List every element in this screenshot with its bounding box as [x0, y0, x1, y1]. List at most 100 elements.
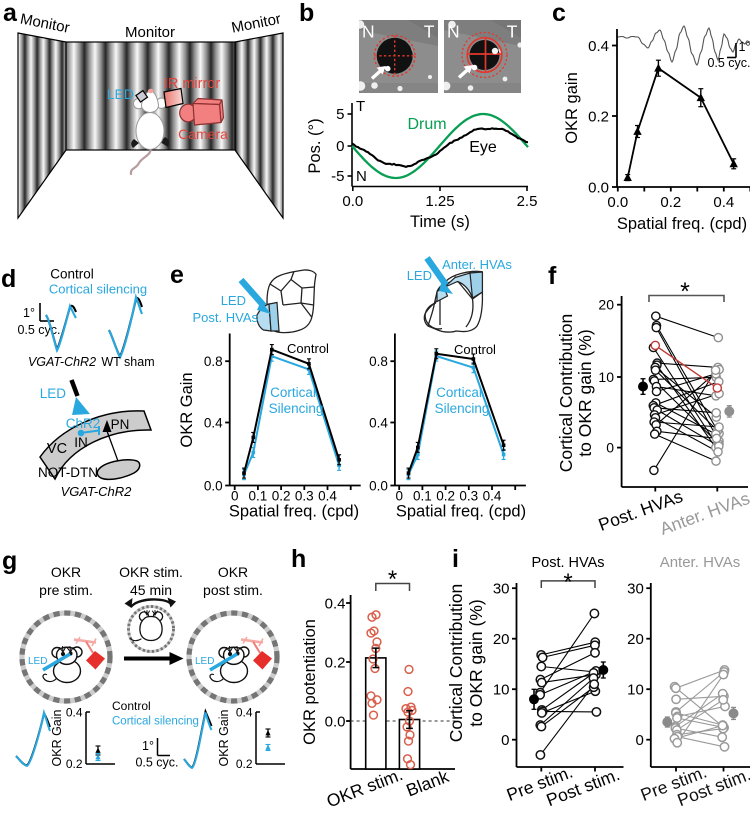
- svg-text:Post. HVAs: Post. HVAs: [192, 310, 258, 325]
- svg-text:N: N: [362, 22, 375, 42]
- svg-text:10: 10: [598, 369, 614, 385]
- svg-text:VGAT-ChR2: VGAT-ChR2: [61, 484, 133, 499]
- svg-text:Control: Control: [454, 342, 496, 357]
- svg-text:Post. HVAs: Post. HVAs: [531, 555, 604, 571]
- svg-text:0.2: 0.2: [272, 489, 291, 504]
- svg-text:0: 0: [395, 489, 403, 504]
- svg-text:T: T: [507, 22, 518, 42]
- svg-text:i: i: [452, 545, 459, 573]
- svg-text:-5: -5: [331, 168, 344, 185]
- svg-text:Time (s): Time (s): [410, 213, 470, 231]
- svg-text:0.2: 0.2: [66, 757, 83, 771]
- svg-text:Cortical: Cortical: [436, 385, 482, 400]
- svg-text:0.4: 0.4: [204, 416, 223, 431]
- svg-text:pre stim.: pre stim.: [39, 582, 93, 598]
- svg-text:N: N: [447, 22, 460, 42]
- svg-text:Pos. (°): Pos. (°): [306, 118, 324, 173]
- svg-text:f: f: [548, 262, 557, 290]
- svg-text:b: b: [299, 0, 314, 27]
- svg-text:e: e: [170, 261, 184, 289]
- svg-text:0.4: 0.4: [236, 706, 253, 720]
- svg-text:0: 0: [635, 732, 643, 749]
- svg-text:Monitor: Monitor: [125, 24, 175, 41]
- svg-text:0.2: 0.2: [660, 194, 681, 211]
- svg-text:Spatial freq. (cpd): Spatial freq. (cpd): [229, 503, 359, 521]
- svg-text:30: 30: [627, 581, 644, 598]
- svg-text:0.0: 0.0: [204, 479, 223, 494]
- svg-text:0: 0: [336, 138, 344, 155]
- svg-text:OKR Gain: OKR Gain: [50, 709, 64, 766]
- svg-text:0.8: 0.8: [369, 354, 388, 369]
- svg-text:20: 20: [493, 631, 510, 648]
- svg-text:OKR potentiation: OKR potentiation: [301, 619, 319, 745]
- svg-text:5: 5: [336, 106, 344, 123]
- svg-text:VGAT-ChR2: VGAT-ChR2: [28, 355, 96, 369]
- svg-text:OKR Gain: OKR Gain: [217, 709, 231, 766]
- svg-text:Cortical Contribution: Cortical Contribution: [556, 314, 576, 473]
- svg-text:Camera: Camera: [178, 126, 228, 142]
- svg-text:OKR: OKR: [218, 564, 248, 580]
- svg-text:0.1: 0.1: [249, 489, 268, 504]
- svg-text:0.5 cyc.: 0.5 cyc.: [17, 323, 60, 337]
- svg-text:N: N: [356, 168, 367, 185]
- svg-text:0.1: 0.1: [413, 489, 432, 504]
- svg-text:0: 0: [606, 440, 614, 456]
- svg-text:NOT-DTN: NOT-DTN: [38, 465, 98, 480]
- svg-text:T: T: [356, 98, 365, 115]
- svg-text:0.4: 0.4: [588, 38, 609, 55]
- svg-text:2.5: 2.5: [517, 193, 538, 210]
- svg-text:0.0: 0.0: [342, 193, 363, 210]
- svg-text:Anter. HVAs: Anter. HVAs: [660, 554, 741, 571]
- svg-text:0.0: 0.0: [369, 479, 388, 494]
- svg-text:1°: 1°: [23, 306, 35, 320]
- svg-text:OKR stim.: OKR stim.: [119, 564, 183, 580]
- svg-text:0.0: 0.0: [325, 714, 346, 731]
- svg-text:20: 20: [598, 297, 614, 313]
- svg-text:1°: 1°: [739, 40, 750, 54]
- svg-text:*: *: [680, 278, 690, 306]
- svg-text:LED: LED: [407, 268, 432, 283]
- svg-text:to OKR gain (%): to OKR gain (%): [575, 329, 595, 456]
- svg-text:Drum: Drum: [407, 116, 446, 133]
- svg-text:LED: LED: [40, 386, 67, 401]
- svg-text:LED: LED: [107, 86, 134, 102]
- svg-text:OKR Gain: OKR Gain: [178, 372, 196, 447]
- svg-text:0.3: 0.3: [459, 489, 478, 504]
- svg-text:0: 0: [501, 732, 509, 749]
- svg-text:T: T: [424, 22, 435, 42]
- svg-text:d: d: [1, 265, 16, 293]
- svg-text:30: 30: [493, 581, 510, 598]
- svg-text:Spatial freq. (cpd): Spatial freq. (cpd): [396, 503, 526, 521]
- svg-text:0.5 cyc.: 0.5 cyc.: [707, 56, 750, 70]
- svg-text:*: *: [388, 566, 397, 593]
- svg-text:PN: PN: [111, 417, 130, 432]
- svg-text:LED: LED: [221, 293, 246, 308]
- svg-text:a: a: [3, 0, 18, 27]
- svg-text:0.5 cyc.: 0.5 cyc.: [135, 756, 178, 770]
- svg-text:0.8: 0.8: [204, 354, 223, 369]
- svg-text:0.2: 0.2: [436, 489, 455, 504]
- svg-text:0.4: 0.4: [369, 416, 388, 431]
- svg-text:Cortical: Cortical: [270, 385, 316, 400]
- svg-text:IR mirror: IR mirror: [164, 76, 221, 92]
- svg-text:Control: Control: [112, 699, 151, 713]
- svg-text:0.4: 0.4: [318, 489, 337, 504]
- svg-text:c: c: [552, 0, 566, 27]
- svg-text:0: 0: [231, 489, 239, 504]
- svg-text:0.0: 0.0: [607, 194, 628, 211]
- svg-text:VC: VC: [47, 441, 67, 457]
- svg-text:0.4: 0.4: [483, 489, 502, 504]
- svg-text:WT sham: WT sham: [101, 355, 154, 369]
- svg-text:h: h: [291, 545, 306, 573]
- svg-text:0.2: 0.2: [236, 757, 253, 771]
- svg-text:Anter. HVAs: Anter. HVAs: [442, 257, 512, 272]
- svg-text:g: g: [2, 547, 17, 575]
- svg-text:Silencing: Silencing: [435, 401, 490, 416]
- svg-text:*: *: [563, 569, 572, 596]
- svg-text:Cortical Contribution: Cortical Contribution: [446, 584, 466, 743]
- svg-text:20: 20: [627, 631, 644, 648]
- svg-text:OKR gain: OKR gain: [563, 72, 581, 144]
- svg-text:0.4: 0.4: [325, 596, 346, 613]
- svg-text:Cortical silencing: Cortical silencing: [112, 716, 199, 728]
- svg-text:Control: Control: [287, 341, 329, 356]
